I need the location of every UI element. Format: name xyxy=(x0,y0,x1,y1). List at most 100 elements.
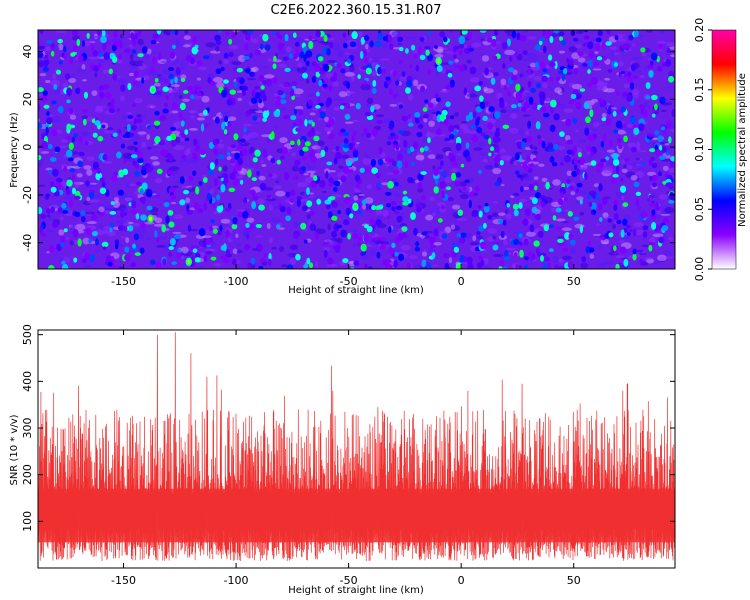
heatmap-cell xyxy=(116,151,122,159)
heatmap-texture xyxy=(171,185,180,189)
heatmap-texture xyxy=(137,38,144,46)
heatmap-cell xyxy=(215,138,220,145)
heatmap-texture xyxy=(246,217,255,223)
heatmap-cell xyxy=(262,117,268,122)
heatmap-texture xyxy=(164,244,170,252)
heatmap-cell xyxy=(581,256,587,263)
heatmap-cell xyxy=(467,31,473,40)
heatmap-cell xyxy=(359,167,365,173)
heatmap-cell xyxy=(459,64,466,72)
heatmap-texture xyxy=(590,128,599,133)
heatmap-texture xyxy=(246,78,257,81)
heatmap-cell xyxy=(451,162,459,167)
heatmap-texture xyxy=(60,164,68,167)
heatmap-texture xyxy=(589,253,595,259)
heatmap-cell xyxy=(479,95,484,102)
heatmap-cell xyxy=(573,164,578,171)
heatmap-cell xyxy=(651,54,658,61)
heatmap-cell xyxy=(192,248,198,253)
heatmap-cell xyxy=(206,192,212,201)
heatmap-cell xyxy=(272,77,278,84)
heatmap-cell xyxy=(502,124,510,130)
heatmap-texture xyxy=(235,242,243,247)
heatmap-cell xyxy=(648,244,653,252)
heatmap-cell xyxy=(335,151,342,160)
heatmap-cell xyxy=(354,174,360,182)
heatmap-texture xyxy=(435,70,439,77)
heatmap-cell xyxy=(377,182,382,189)
heatmap-cell xyxy=(179,199,186,206)
heatmap-cell xyxy=(458,35,466,45)
heatmap-cell xyxy=(535,61,539,68)
heatmap-cell xyxy=(561,73,566,82)
heatmap-cell xyxy=(328,41,334,49)
heatmap-cell xyxy=(113,39,120,46)
heatmap-texture xyxy=(655,214,662,219)
heatmap-cell xyxy=(443,118,449,126)
heatmap-cell xyxy=(517,174,523,179)
heatmap-cell xyxy=(333,180,341,187)
heatmap-cell xyxy=(411,44,416,51)
heatmap-texture xyxy=(391,224,402,229)
heatmap-cell xyxy=(243,55,250,61)
heatmap-texture xyxy=(645,30,653,33)
heatmap-cell xyxy=(84,141,89,146)
heatmap-cell xyxy=(622,218,628,226)
heatmap-cell xyxy=(401,115,408,122)
heatmap-cell xyxy=(572,145,578,154)
heatmap-texture xyxy=(234,172,244,179)
chart-title: C2E6.2022.360.15.31.R07 xyxy=(270,3,441,18)
heatmap-cell xyxy=(140,222,147,229)
heatmap-cell xyxy=(573,37,579,42)
heatmap-texture xyxy=(258,175,266,181)
heatmap-cell xyxy=(308,40,314,50)
heatmap-texture xyxy=(568,46,578,52)
heatmap-cell xyxy=(110,201,115,205)
heatmap-cell xyxy=(64,73,71,80)
heatmap-cell xyxy=(119,210,125,219)
heatmap-texture xyxy=(483,88,494,94)
heatmap-cell xyxy=(387,34,393,43)
heatmap-texture xyxy=(362,203,367,210)
heatmap-cell xyxy=(388,122,394,130)
heatmap-cell xyxy=(244,43,249,51)
heatmap-cell xyxy=(640,47,646,53)
heatmap-cell xyxy=(394,251,399,257)
heatmap-cell xyxy=(600,140,605,148)
heatmap-texture xyxy=(226,155,232,161)
heatmap-texture xyxy=(91,90,98,96)
heatmap-texture xyxy=(204,229,216,235)
heatmap-cell xyxy=(254,149,261,157)
heatmap-cell xyxy=(66,123,72,131)
heatmap-cell xyxy=(555,226,562,231)
heatmap-texture xyxy=(601,242,610,245)
heatmap-cell xyxy=(162,86,169,92)
heatmap-cell xyxy=(459,237,464,244)
heatmap-texture xyxy=(431,212,436,217)
heatmap-cell xyxy=(108,68,114,75)
heatmap-cell xyxy=(516,95,521,101)
heatmap-cell xyxy=(335,145,340,152)
heatmap-texture xyxy=(144,54,150,60)
heatmap-cell xyxy=(340,229,347,238)
heatmap-texture xyxy=(668,236,674,242)
heatmap-cell xyxy=(387,180,394,189)
heatmap-cell xyxy=(104,40,112,45)
heatmap-texture xyxy=(237,97,242,102)
heatmap-cell xyxy=(168,246,175,250)
heatmap-cell xyxy=(168,154,174,162)
heatmap-cell xyxy=(209,162,215,170)
heatmap-cell xyxy=(322,64,330,72)
heatmap-texture xyxy=(309,141,320,145)
heatmap-texture xyxy=(416,151,424,155)
heatmap-texture xyxy=(173,214,184,220)
heatmap-cell xyxy=(155,194,161,199)
heatmap-texture xyxy=(421,251,428,257)
heatmap-cell xyxy=(228,187,236,193)
heatmap-cell xyxy=(198,181,203,186)
heatmap-cell xyxy=(397,153,403,162)
heatmap-cell xyxy=(612,173,619,178)
heatmap-cell xyxy=(130,154,138,159)
heatmap-texture xyxy=(305,170,317,174)
heatmap-cell xyxy=(655,202,659,210)
